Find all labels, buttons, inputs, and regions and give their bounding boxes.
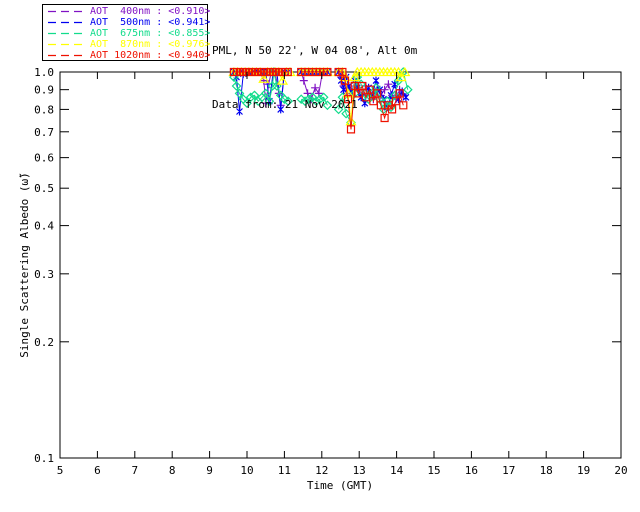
legend-line-swatch — [48, 21, 86, 24]
legend-entry: AOT 675nm : <0.855> — [47, 28, 211, 39]
legend-line-swatch — [48, 43, 86, 46]
x-tick-label: 20 — [614, 464, 627, 477]
y-tick-label: 0.5 — [34, 182, 54, 195]
y-tick-label: 0.1 — [34, 452, 54, 465]
x-tick-label: 6 — [94, 464, 101, 477]
y-tick-label: 0.9 — [34, 84, 54, 97]
diamond-markers — [296, 92, 333, 111]
x-tick-label: 8 — [169, 464, 176, 477]
x-tick-label: 7 — [131, 464, 138, 477]
x-tick-label: 19 — [577, 464, 590, 477]
legend-entry: AOT 400nm : <0.910> — [47, 6, 211, 17]
legend-line-swatch — [48, 10, 86, 13]
legend-entry-label: AOT 675nm : <0.855> — [90, 28, 211, 39]
data-date-text: Data from: 21 Nov 2021 — [212, 98, 358, 111]
y-tick-label: 0.2 — [34, 336, 54, 349]
square-markers — [297, 67, 332, 77]
x-axis-label: Time (GMT) — [307, 479, 373, 492]
legend-entry-label: AOT 400nm : <0.910> — [90, 6, 211, 17]
legend-box: AOT 400nm : <0.910> AOT 500nm : <0.941> AO… — [42, 4, 211, 61]
x-tick-label: 14 — [390, 464, 404, 477]
y-tick-label: 0.6 — [34, 152, 54, 165]
x-tick-label: 11 — [278, 464, 291, 477]
x-tick-label: 17 — [502, 464, 515, 477]
data-series-layer — [228, 66, 413, 134]
x-tick-label: 18 — [540, 464, 553, 477]
x-tick-label: 13 — [353, 464, 366, 477]
x-tick-label: 12 — [315, 464, 328, 477]
diamond-markers — [229, 67, 293, 109]
legend-rows: AOT 400nm : <0.910> AOT 500nm : <0.941> AO… — [47, 6, 211, 61]
axis-ticks-layer: 5 6 7 8 9 10 11 12 13 14 15 16 17 18 19 20 1.0 0.9 0.8 0.7 0… — [34, 66, 628, 477]
site-location-text: PML, N 50 22', W 04 08', Alt 0m — [212, 44, 418, 57]
y-tick-label: 0.7 — [34, 126, 54, 139]
y-tick-label: 0.4 — [34, 220, 54, 233]
x-tick-label: 15 — [427, 464, 440, 477]
x-tick-label: 9 — [206, 464, 213, 477]
legend-entry-label: AOT 500nm : <0.941> — [90, 17, 211, 28]
legend-entry: AOT 500nm : <0.941> — [47, 17, 211, 28]
y-axis-label: Single Scattering Albedo (ω̃) — [18, 172, 31, 357]
legend-line-swatch — [48, 54, 86, 57]
x-tick-label: 16 — [465, 464, 478, 477]
plot-header: PML, N 50 22', W 04 08', Alt 0m Data fro… — [212, 6, 417, 150]
x-tick-label: 10 — [240, 464, 253, 477]
square-markers — [334, 67, 408, 134]
legend-entry: AOT 1020nm : <0.940> — [47, 50, 211, 61]
legend-entry: AOT 870nm : <0.976> — [47, 39, 211, 50]
y-tick-label: 0.3 — [34, 268, 54, 281]
y-tick-label: 1.0 — [34, 66, 54, 79]
legend-line-swatch — [48, 32, 86, 35]
y-tick-label: 0.8 — [34, 103, 54, 116]
x-tick-label: 5 — [57, 464, 64, 477]
legend-entry-label: AOT 870nm : <0.976> — [90, 39, 211, 50]
legend-entry-label: AOT 1020nm : <0.940> — [90, 50, 211, 61]
square-markers — [229, 67, 292, 77]
series-aot-1020nm — [229, 67, 408, 134]
